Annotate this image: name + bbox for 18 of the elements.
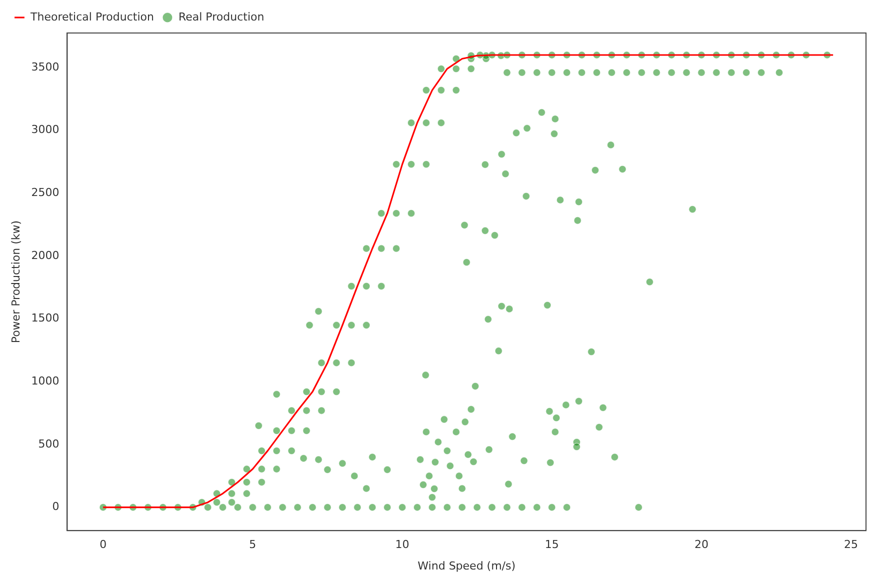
y-tick-label: 3000 (31, 123, 60, 136)
y-tick-label: 0 (52, 500, 60, 514)
y-tick-label: 2500 (31, 186, 60, 200)
x-tick-label: 15 (544, 538, 559, 552)
x-tick-label: 10 (395, 538, 410, 552)
x-tick-label: 20 (694, 538, 708, 552)
x-axis-title: Wind Speed (m/s) (418, 559, 516, 572)
y-tick-label: 500 (38, 437, 60, 450)
y-axis-title: Power Production (kw) (9, 220, 22, 344)
y-tick-label: 1500 (31, 312, 60, 325)
legend-label: Real Production (178, 10, 264, 24)
y-tick-label: 3500 (31, 60, 60, 74)
legend-label: Theoretical Production (30, 10, 154, 24)
x-tick-label: 25 (844, 538, 858, 552)
x-tick-label: 0 (100, 538, 107, 552)
y-tick-label: 2000 (31, 248, 60, 262)
x-tick-label: 5 (249, 538, 256, 552)
y-tick-label: 1000 (31, 374, 60, 388)
